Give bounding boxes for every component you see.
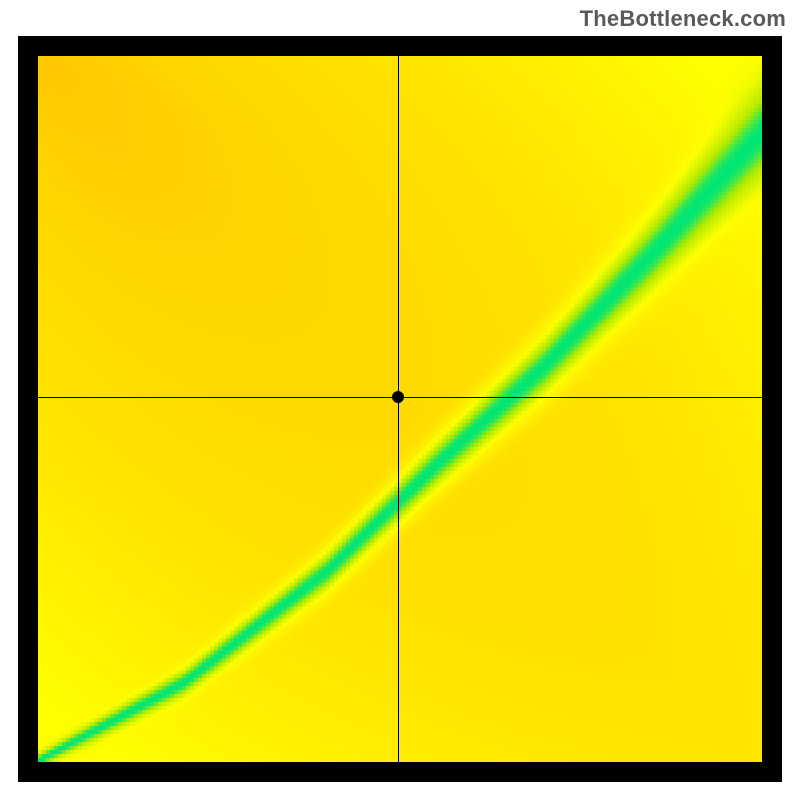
chart-frame	[18, 36, 782, 782]
heatmap-plot	[38, 56, 762, 762]
heatmap-canvas	[38, 56, 762, 762]
watermark-text: TheBottleneck.com	[580, 6, 786, 32]
crosshair-vertical	[398, 56, 399, 762]
selection-marker[interactable]	[392, 391, 404, 403]
page-root: TheBottleneck.com	[0, 0, 800, 800]
